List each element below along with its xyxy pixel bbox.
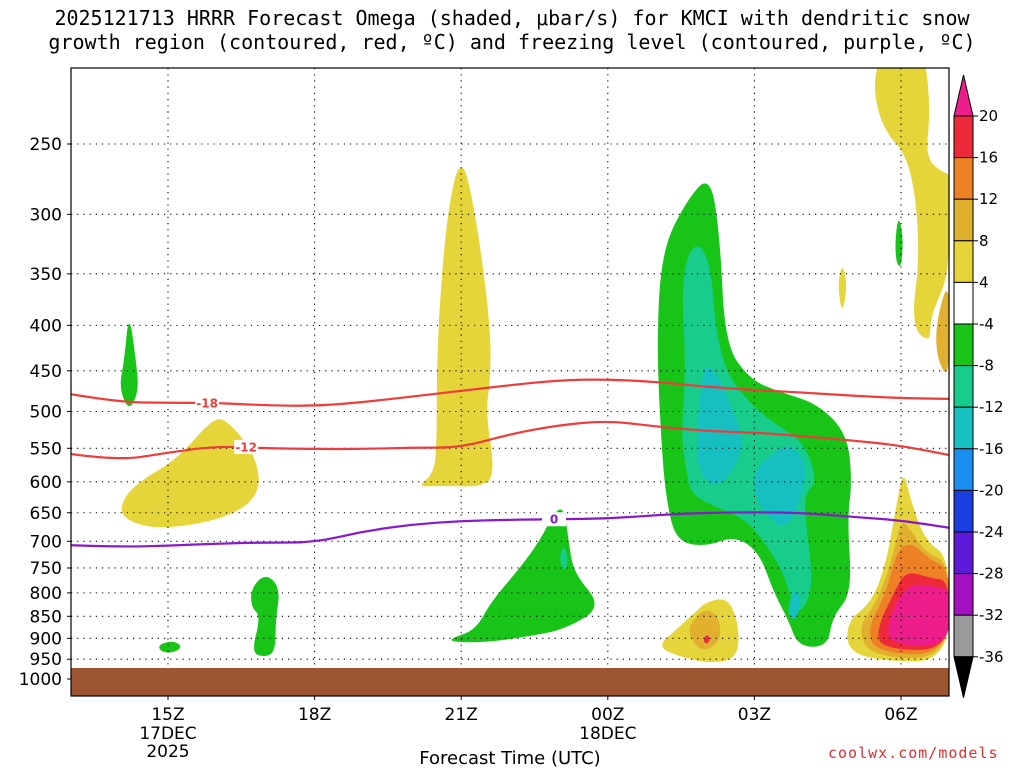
y-axis: 2503003504004505005506006507007508008509… — [19, 135, 71, 690]
colorbar: 20 16 12 8 4 -4 -8 -12 -16 -20 -24 -28 -32 -36 — [953, 74, 1004, 698]
colorbar-label-4: 4 — [979, 273, 989, 291]
colorbar-label--32: -32 — [979, 606, 1004, 624]
dgz-minus18-contour-label-bg — [195, 395, 220, 410]
colorbar-bin-8 — [953, 240, 974, 283]
colorbar-bin--20 — [953, 489, 974, 533]
y-tick-label-800: 800 — [30, 584, 62, 604]
omega-region-8 — [689, 610, 721, 650]
colorbar-label--28: -28 — [979, 565, 1004, 583]
x-tick-label-00Z: 00Z — [591, 705, 624, 725]
colorbar-label--20: -20 — [979, 481, 1004, 499]
colorbar-label--12: -12 — [979, 398, 1004, 416]
colorbar-bin-20 — [953, 115, 974, 159]
freezing-level-contour-label: 0 — [550, 513, 558, 527]
omega-region--12 — [697, 367, 742, 485]
colorbar-label-8: 8 — [979, 232, 989, 250]
omega-region--12 — [788, 591, 800, 619]
colorbar-bin-4 — [953, 281, 974, 325]
freezing-level-contour — [71, 511, 949, 548]
colorbar-bin--4 — [953, 323, 974, 367]
colorbar-label--36: -36 — [979, 648, 1004, 666]
x-tick-label-18Z: 18Z — [298, 705, 331, 725]
dgz-minus12-contour-label: -12 — [235, 440, 257, 454]
colorbar-label--8: -8 — [979, 357, 994, 375]
colorbar-bin--28 — [953, 573, 974, 616]
colorbar-bin--8 — [953, 365, 974, 408]
colorbar-label--24: -24 — [979, 523, 1004, 541]
colorbar-bottom-arrow — [953, 656, 974, 698]
x-axis-title: Forecast Time (UTC) — [419, 748, 600, 768]
omega-region--8 — [560, 547, 568, 570]
colorbar-bin--32 — [953, 614, 974, 658]
colorbar-label--4: -4 — [979, 315, 994, 333]
y-tick-label-500: 500 — [30, 403, 62, 423]
omega-region-4 — [838, 268, 847, 308]
omega-region-16 — [703, 635, 710, 644]
omega-region-8 — [936, 291, 949, 372]
x-tick-sublabel: 18DEC — [579, 724, 636, 744]
y-tick-label-1000: 1000 — [19, 670, 62, 690]
colorbar-top-arrow — [953, 74, 974, 117]
y-tick-label-300: 300 — [30, 205, 62, 225]
y-tick-label-650: 650 — [30, 504, 62, 524]
omega-region-4 — [874, 68, 949, 339]
plot-frame — [70, 67, 950, 697]
title-line-1: 2025121713 HRRR Forecast Omega (shaded, … — [54, 6, 970, 30]
colorbar-label-20: 20 — [979, 107, 998, 125]
colorbar-bin-12 — [953, 198, 974, 242]
colorbar-label--16: -16 — [979, 440, 1004, 458]
x-tick-label-03Z: 03Z — [738, 705, 771, 725]
y-tick-label-900: 900 — [30, 629, 62, 649]
x-tick-sublabel: 17DEC — [139, 724, 196, 744]
dgz-minus12-contour-label-bg — [234, 439, 259, 454]
y-tick-label-550: 550 — [30, 439, 62, 459]
chart-title: 2025121713 HRRR Forecast Omega (shaded, … — [0, 6, 1024, 54]
colorbar-bin--12 — [953, 406, 974, 450]
colorbar-label-12: 12 — [979, 190, 998, 208]
credit-text: coolwx.com/models — [828, 744, 999, 762]
y-tick-label-700: 700 — [30, 532, 62, 552]
colorbar-bin--24 — [953, 531, 974, 575]
dgz-minus12-contour — [71, 420, 949, 460]
y-tick-label-850: 850 — [30, 607, 62, 627]
y-tick-label-350: 350 — [30, 265, 62, 285]
omega-region--4 — [159, 641, 181, 653]
title-line-2: growth region (contoured, red, ºC) and f… — [48, 30, 976, 54]
freezing-level-contour-label-bg — [542, 512, 567, 527]
omega-shading — [120, 68, 949, 662]
x-tick-sublabel: 2025 — [146, 742, 189, 762]
y-tick-label-250: 250 — [30, 135, 62, 155]
omega-region-20 — [888, 584, 949, 646]
omega-region--4 — [120, 323, 138, 407]
x-tick-label-21Z: 21Z — [445, 705, 478, 725]
dgz-minus18-contour-label: -18 — [196, 396, 218, 410]
x-tick-label-06Z: 06Z — [884, 705, 917, 725]
dgz-minus18-contour — [71, 378, 949, 407]
omega-region--4 — [251, 576, 279, 656]
omega-region-4 — [421, 167, 493, 487]
omega-region--12 — [754, 446, 806, 526]
ground-terrain — [71, 668, 949, 696]
y-tick-label-950: 950 — [30, 650, 62, 670]
x-tick-label-15Z: 15Z — [151, 705, 184, 725]
y-tick-label-450: 450 — [30, 362, 62, 382]
colorbar-bin-16 — [953, 157, 974, 200]
y-tick-label-600: 600 — [30, 473, 62, 493]
colorbar-bin--16 — [953, 448, 974, 491]
colorbar-label-16: 16 — [979, 149, 998, 167]
omega-region--4 — [451, 509, 595, 643]
y-tick-label-400: 400 — [30, 316, 62, 336]
y-tick-label-750: 750 — [30, 559, 62, 579]
contours: -12 -18 0 — [71, 378, 949, 548]
